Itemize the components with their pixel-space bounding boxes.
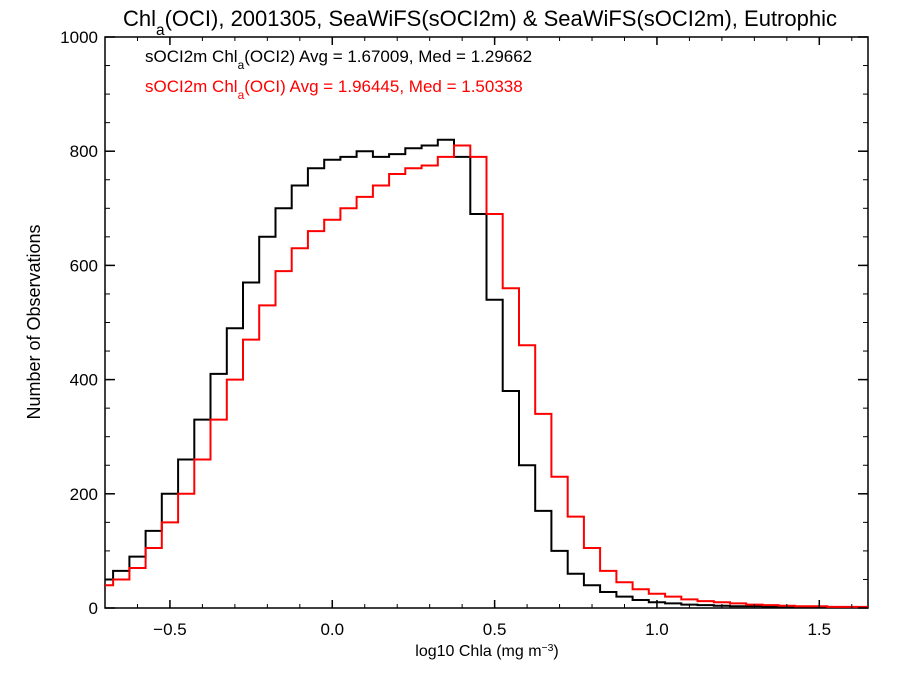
y-tick-label: 0 (89, 599, 98, 618)
y-tick-label: 600 (70, 256, 98, 275)
series-group (105, 138, 868, 609)
chart-title: Chla(OCI), 2001305, SeaWiFS(sOCI2m) & Se… (123, 6, 837, 39)
y-tick-label: 200 (70, 485, 98, 504)
plot-frame (104, 36, 869, 609)
x-tick-label: 0.0 (320, 620, 344, 639)
series-line-2 (105, 144, 868, 608)
plot-area (104, 36, 869, 609)
legend-entry-2: sOCI2m Chla(OCI) Avg = 1.96445, Med = 1.… (145, 77, 523, 102)
y-tick-label: 1000 (60, 28, 98, 47)
y-axis-label: Number of Observations (24, 224, 44, 419)
legend: sOCI2m Chla(OCI2) Avg = 1.67009, Med = 1… (145, 47, 532, 102)
x-tick-label: 1.5 (807, 620, 831, 639)
x-tick-label: −0.5 (153, 620, 187, 639)
x-axis-label: log10 Chla (mg m−3) (415, 643, 558, 661)
series-line-1 (105, 138, 868, 609)
x-tick-label: 1.0 (645, 620, 669, 639)
axes-group: −0.5 0.0 0.5 1.0 1.5 0 200 400 600 800 1000 (60, 28, 868, 639)
y-tick-label: 400 (70, 371, 98, 390)
legend-entry-1: sOCI2m Chla(OCI2) Avg = 1.67009, Med = 1… (145, 47, 532, 72)
x-tick-label: 0.5 (483, 620, 507, 639)
y-tick-label: 800 (70, 142, 98, 161)
